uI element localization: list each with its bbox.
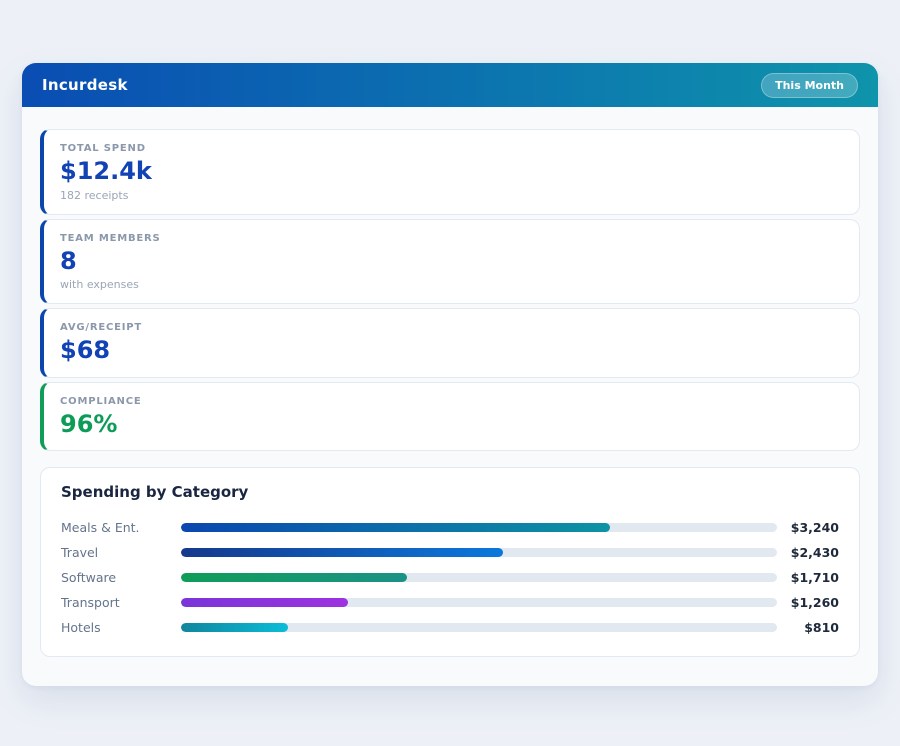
stat-label: COMPLIANCE: [60, 395, 142, 407]
bar-fill-transport: [181, 598, 348, 608]
category-row-meals: Meals & Ent. $3,240: [61, 515, 839, 540]
bar-track: [181, 523, 777, 533]
category-value: $2,430: [790, 545, 839, 561]
dashboard-panel: Incurdesk This Month TOTAL SPEND $12.4k …: [22, 63, 878, 686]
app-header: Incurdesk This Month: [22, 63, 878, 107]
stat-value: $12.4k: [60, 157, 152, 185]
stat-card-team-members: TEAM MEMBERS 8 with expenses: [40, 218, 860, 305]
category-value: $810: [804, 620, 839, 636]
category-label: Meals & Ent.: [61, 520, 140, 536]
bar-fill-hotels: [181, 623, 289, 633]
stat-label: TOTAL SPEND: [60, 143, 146, 154]
category-value: $1,710: [790, 570, 839, 586]
category-row-hotels: Hotels $810: [61, 615, 839, 640]
stat-value: 96%: [60, 409, 118, 438]
bar-fill-meals: [181, 523, 611, 533]
category-row-travel: Travel $2,430: [61, 540, 839, 565]
category-value: $1,260: [790, 595, 839, 611]
bar-track: [181, 573, 777, 583]
bar-track: [181, 548, 777, 558]
stat-value: 8: [60, 246, 77, 275]
category-label: Transport: [61, 595, 120, 611]
category-label: Software: [61, 570, 117, 586]
stat-card-total-spend: TOTAL SPEND $12.4k 182 receipts: [40, 129, 860, 215]
category-label: Travel: [61, 545, 99, 561]
category-row-software: Software $1,710: [61, 565, 839, 590]
bar-fill-software: [181, 573, 408, 583]
stat-subtext: with expenses: [60, 278, 139, 292]
category-value: $3,240: [790, 520, 839, 536]
period-badge-button[interactable]: This Month: [761, 72, 858, 98]
dashboard-content: TOTAL SPEND $12.4k 182 receipts TEAM MEM…: [22, 107, 878, 675]
stat-label: AVG/RECEIPT: [60, 322, 143, 334]
category-label: Hotels: [61, 620, 101, 636]
app-title: Incurdesk: [42, 76, 128, 94]
bar-track: [181, 623, 777, 633]
stat-subtext: 182 receipts: [60, 188, 129, 202]
spending-by-category-card: Spending by Category Meals & Ent. $3,240…: [40, 467, 860, 658]
bar-fill-travel: [181, 548, 503, 558]
stat-card-compliance: COMPLIANCE 96%: [40, 381, 860, 452]
bar-track: [181, 598, 777, 608]
stat-value: $68: [60, 336, 111, 365]
chart-title: Spending by Category: [61, 483, 249, 502]
category-row-transport: Transport $1,260: [61, 590, 839, 615]
stat-card-avg-receipt: AVG/RECEIPT $68: [40, 308, 860, 378]
stat-label: TEAM MEMBERS: [60, 232, 161, 244]
